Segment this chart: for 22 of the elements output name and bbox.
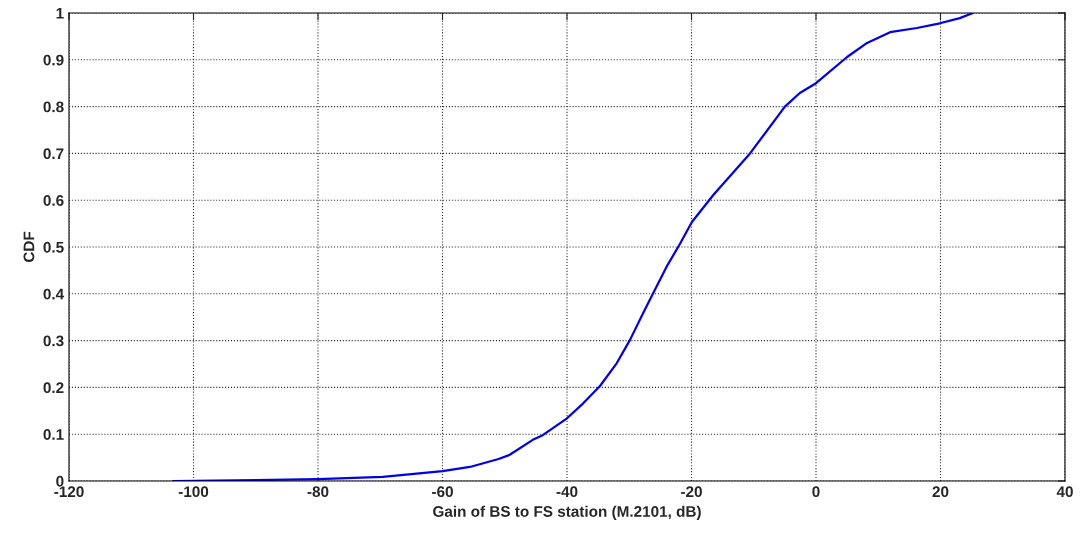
y-tick-label: 0.4: [43, 288, 65, 300]
y-tick-label: 0.7: [43, 148, 64, 160]
x-tick-label: 0: [812, 486, 820, 498]
y-tick-label: 0.9: [43, 54, 64, 66]
y-tick-label: 0.3: [43, 335, 64, 347]
y-tick-label: 0.8: [43, 101, 64, 113]
y-tick-label: 0: [56, 475, 64, 487]
x-tick-label: -100: [178, 486, 209, 498]
x-tick-label: -40: [556, 486, 578, 498]
y-tick-label: 1: [56, 8, 64, 19]
x-tick-label: -80: [307, 486, 329, 498]
y-tick-label: 0.6: [43, 195, 64, 206]
x-tick-label: 40: [1056, 486, 1073, 498]
y-axis-title: CDF: [23, 231, 35, 263]
x-tick-label: 20: [932, 486, 949, 498]
y-tick-label: 0.5: [43, 241, 64, 253]
y-tick-label: 0.2: [43, 382, 64, 394]
x-tick-label: -120: [54, 486, 84, 498]
x-axis-title: Gain of BS to FS station (M.2101, dB): [433, 505, 701, 520]
x-tick-label: -60: [432, 486, 453, 498]
x-tick-label: -20: [681, 486, 702, 498]
y-tick-label: 0.1: [43, 429, 64, 440]
